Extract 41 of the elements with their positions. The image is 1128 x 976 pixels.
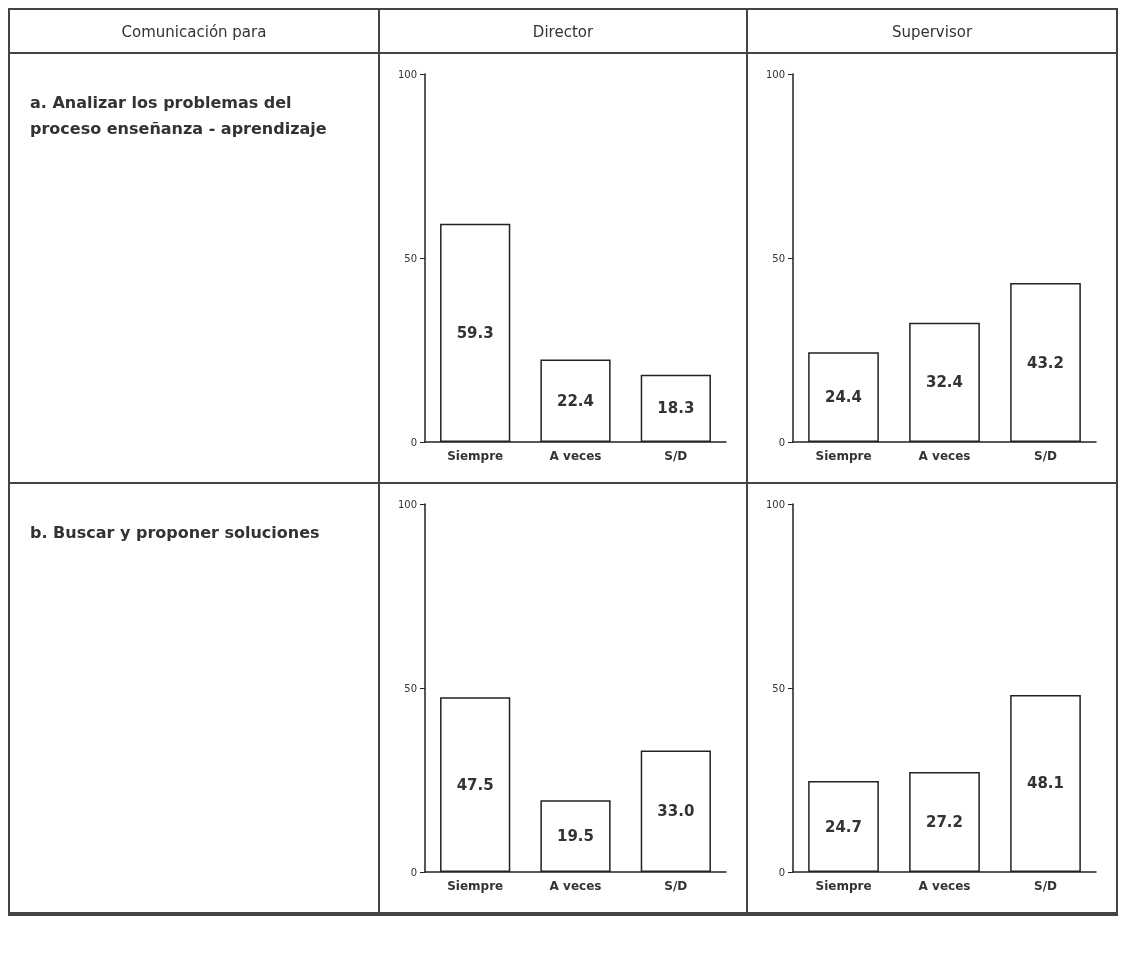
data-label: 48.1 bbox=[1026, 774, 1065, 793]
x-tick-label: S/D bbox=[664, 879, 688, 893]
data-label: 22.4 bbox=[556, 391, 595, 410]
x-tick-label: Siempre bbox=[447, 449, 504, 463]
text: Comunicación para bbox=[10, 10, 378, 52]
x-tick-label: A veces bbox=[549, 879, 602, 893]
y-tick-label: 0 bbox=[410, 436, 417, 448]
text: Director bbox=[380, 10, 746, 52]
y-tick-label: 50 bbox=[772, 252, 785, 264]
x-tick-label: Siempre bbox=[815, 879, 872, 893]
y-tick-label: 0 bbox=[410, 866, 417, 878]
y-tick-label: 100 bbox=[397, 68, 417, 80]
x-tick-label: A veces bbox=[918, 449, 971, 463]
data-label: 47.5 bbox=[456, 775, 494, 794]
data-label: 24.7 bbox=[824, 817, 863, 836]
x-tick-label: Siempre bbox=[447, 879, 504, 893]
x-tick-label: S/D bbox=[664, 449, 688, 463]
data-label: 24.4 bbox=[824, 388, 863, 407]
y-tick-label: 0 bbox=[778, 436, 785, 448]
data-label: 19.5 bbox=[556, 827, 595, 846]
text: a. Analizar los problemas del proceso enseñanza - aprendizaje bbox=[10, 54, 378, 482]
y-tick-label: 0 bbox=[778, 866, 785, 878]
text: b. Buscar y proponer soluciones bbox=[10, 484, 378, 912]
y-tick-label: 100 bbox=[765, 68, 785, 80]
data-label: 59.3 bbox=[456, 323, 494, 342]
x-tick-label: A veces bbox=[549, 449, 602, 463]
data-label: 27.2 bbox=[925, 812, 964, 831]
y-tick-label: 50 bbox=[404, 682, 417, 694]
data-label: 32.4 bbox=[925, 373, 964, 392]
y-tick-label: 100 bbox=[765, 498, 785, 510]
x-tick-label: Siempre bbox=[815, 449, 872, 463]
text: Supervisor bbox=[748, 10, 1116, 52]
y-tick-label: 100 bbox=[397, 498, 417, 510]
data-label: 43.2 bbox=[1026, 353, 1065, 372]
x-tick-label: A veces bbox=[918, 879, 971, 893]
data-label: 33.0 bbox=[657, 802, 695, 821]
y-tick-label: 50 bbox=[404, 252, 417, 264]
x-tick-label: S/D bbox=[1034, 449, 1058, 463]
y-tick-label: 50 bbox=[772, 682, 785, 694]
data-label: 18.3 bbox=[657, 399, 695, 418]
x-tick-label: S/D bbox=[1034, 879, 1058, 893]
